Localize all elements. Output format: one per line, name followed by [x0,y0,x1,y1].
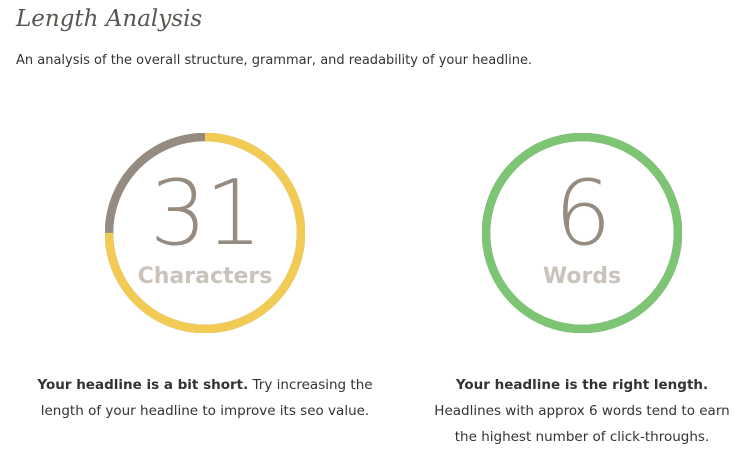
words-gauge: 6 Words [482,133,682,333]
words-count: 6 [554,161,611,266]
characters-label: Characters [137,264,273,289]
characters-gauge: 31 Characters [105,133,305,333]
characters-description: Your headline is a bit short. Try increa… [35,372,375,424]
page-title: Length Analysis [16,6,203,32]
words-verdict: Your headline is the right length. [455,377,709,393]
page-subtitle: An analysis of the overall structure, gr… [16,53,533,68]
words-ring [482,133,682,333]
gauge-fill [482,133,682,333]
gauge-fill [105,133,305,333]
words-description: Your headline is the right length. Headl… [422,372,742,450]
characters-verdict: Your headline is a bit short. [37,377,249,393]
words-label: Words [542,264,622,289]
characters-advice: Try increasing the length of your headli… [40,377,373,419]
words-advice: Headlines with approx 6 words tend to ea… [434,403,730,445]
characters-count: 31 [149,161,263,266]
characters-ring [105,133,305,333]
